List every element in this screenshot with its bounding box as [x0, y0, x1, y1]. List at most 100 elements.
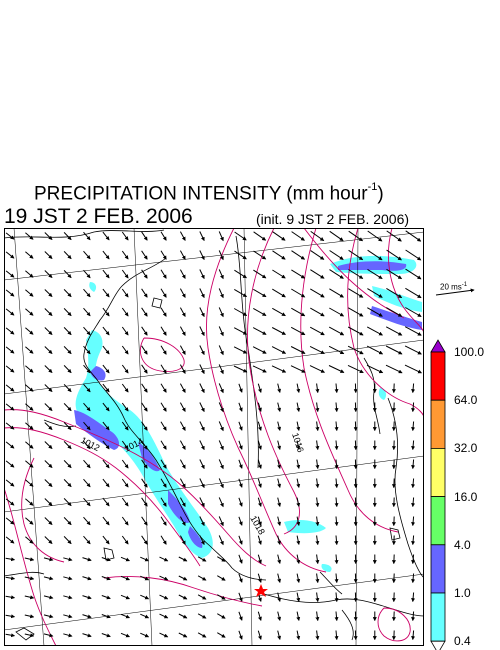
- wind-arrow: [5, 633, 16, 638]
- wind-arrow: [102, 440, 110, 450]
- wind-arrow: [160, 269, 167, 279]
- wind-arrow: [218, 364, 224, 375]
- wind-arrow: [217, 556, 226, 562]
- wind-arrow: [257, 478, 262, 488]
- wind-arrow: [159, 613, 169, 619]
- wind-arrow: [5, 251, 15, 259]
- wind-arrow: [199, 478, 205, 489]
- wind-arrow: [233, 365, 248, 373]
- wind-arrow: [296, 516, 301, 527]
- wind-arrow: [140, 632, 150, 638]
- wind-arrow: [24, 595, 35, 600]
- wind-arrow: [25, 346, 34, 354]
- wind-arrow: [348, 288, 364, 298]
- wind-arrow: [5, 536, 15, 544]
- wind-arrow: [179, 478, 186, 488]
- wind-arrow: [199, 364, 205, 375]
- wind-arrow: [179, 307, 186, 317]
- wind-arrow: [218, 326, 224, 337]
- wind-arrow: [252, 365, 267, 373]
- wind-arrow: [347, 326, 364, 336]
- wind-arrow: [5, 422, 15, 430]
- colorbar-segment: [430, 399, 446, 449]
- wind-arrow: [44, 327, 53, 335]
- colorbar-under-triangle: [430, 640, 446, 650]
- wind-arrow: [218, 421, 224, 432]
- wind-arrow: [234, 231, 247, 241]
- wind-arrow: [329, 288, 344, 298]
- wind-arrow: [277, 611, 282, 622]
- wind-arrow: [121, 326, 129, 336]
- wind-arrow: [328, 326, 345, 336]
- wind-arrow: [179, 326, 186, 336]
- wind-arrow: [5, 498, 15, 506]
- wind-arrow: [178, 632, 188, 638]
- wind-arrow: [277, 459, 282, 470]
- wind-arrow: [101, 595, 111, 600]
- wind-arrow: [141, 288, 148, 298]
- wind-arrow: [315, 554, 320, 565]
- wind-arrow: [5, 232, 15, 240]
- colorbar-level-label: 0.4: [454, 634, 471, 649]
- wind-arrow: [25, 403, 34, 411]
- wind-arrow: [178, 575, 188, 581]
- wind-arrow: [141, 516, 148, 526]
- wind-arrow: [83, 402, 91, 412]
- wind-arrow: [83, 269, 91, 279]
- wind-arrow: [83, 345, 91, 355]
- wind-arrow: [296, 592, 301, 603]
- wind-arrow: [102, 516, 110, 526]
- wind-arrow: [141, 478, 148, 488]
- wind-arrow: [25, 232, 34, 240]
- wind-arrow: [5, 517, 15, 525]
- wind-arrow: [160, 364, 167, 374]
- wind-arrow: [83, 497, 91, 507]
- wind-arrow: [121, 402, 129, 412]
- wind-arrow: [257, 497, 262, 507]
- wind-arrow: [5, 403, 15, 411]
- wind-arrow: [43, 633, 54, 638]
- wind-arrow: [348, 249, 364, 261]
- wind-arrow: [334, 535, 339, 546]
- wind-arrow: [309, 326, 325, 336]
- wind-arrow: [160, 326, 167, 336]
- wind-arrow: [253, 288, 267, 298]
- wind-arrow: [197, 613, 207, 619]
- wind-arrow: [5, 346, 15, 354]
- wind-arrow: [199, 402, 205, 413]
- wind-arrow: [102, 402, 110, 412]
- wind-arrow: [5, 576, 16, 581]
- wind-arrow: [218, 345, 224, 356]
- wind-arrow: [257, 573, 262, 583]
- wind-arrow: [102, 250, 110, 260]
- wind-arrow: [44, 365, 53, 373]
- wind-arrow: [44, 422, 53, 430]
- wind-arrow: [315, 573, 320, 584]
- wind-arrow: [199, 535, 205, 546]
- wind-arrow: [367, 307, 383, 317]
- wind-arrow: [238, 478, 243, 488]
- wind-arrow: [367, 268, 383, 280]
- wind-arrow: [252, 327, 267, 335]
- wind-arrow: [296, 497, 301, 508]
- wind-arrow: [44, 232, 53, 240]
- wind-arrow: [140, 594, 150, 600]
- wind-vectors: [5, 230, 423, 641]
- wind-arrow: [348, 307, 364, 317]
- wind-arrow: [329, 269, 344, 279]
- wind-arrow: [277, 402, 282, 413]
- wind-arrow: [121, 421, 129, 431]
- wind-arrow: [5, 557, 16, 562]
- wind-arrow: [179, 497, 186, 507]
- wind-arrow: [44, 251, 53, 259]
- wind-arrow: [120, 556, 131, 562]
- wind-arrow: [296, 630, 301, 641]
- wind-arrow: [179, 440, 186, 450]
- chart-title: PRECIPITATION INTENSITY (mm hour-1): [34, 181, 384, 205]
- wind-arrow: [160, 231, 167, 241]
- wind-arrow: [218, 402, 224, 413]
- colorbar-segment: [430, 544, 446, 594]
- wind-arrow: [334, 497, 339, 508]
- wind-arrow: [63, 460, 72, 469]
- wind-arrow: [160, 402, 167, 412]
